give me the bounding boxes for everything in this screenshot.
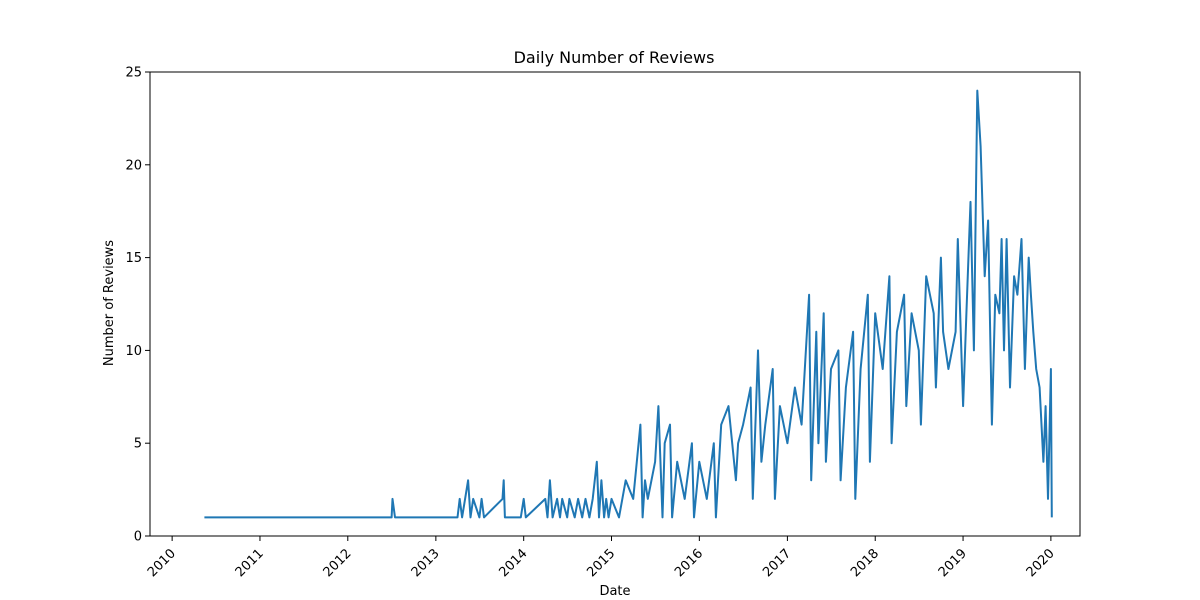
x-tick-label: 2013 [409,546,443,580]
series-line-path [204,89,1053,519]
y-tick-label: 5 [134,437,142,452]
x-tick-label: 2016 [672,546,706,580]
x-tick-label: 2017 [760,546,794,580]
x-tick-label: 2020 [1024,546,1058,580]
y-tick-label: 0 [134,530,142,545]
x-tick-label: 2012 [321,546,355,580]
x-tick-label: 2011 [233,546,267,580]
y-axis-label: Number of Reviews [102,240,117,366]
y-axis: 0 5 10 15 20 25 [125,66,150,545]
x-axis: 2010 2011 2012 2013 2014 2015 2016 2017 2018 2019… [145,536,1058,580]
y-tick-label: 15 [125,251,142,266]
y-tick-label: 25 [125,66,142,81]
x-tick-label: 2019 [936,546,970,580]
plot-frame [149,71,1081,537]
series-line [204,89,1053,519]
x-tick-label: 2014 [497,546,531,580]
y-tick-label: 10 [125,344,142,359]
x-tick-label: 2015 [584,546,618,580]
y-tick-label: 20 [125,158,142,173]
x-tick-label: 2010 [145,546,179,580]
x-tick-label: 2018 [848,546,882,580]
chart-title: Daily Number of Reviews [514,48,715,67]
x-axis-label: Date [599,584,630,599]
